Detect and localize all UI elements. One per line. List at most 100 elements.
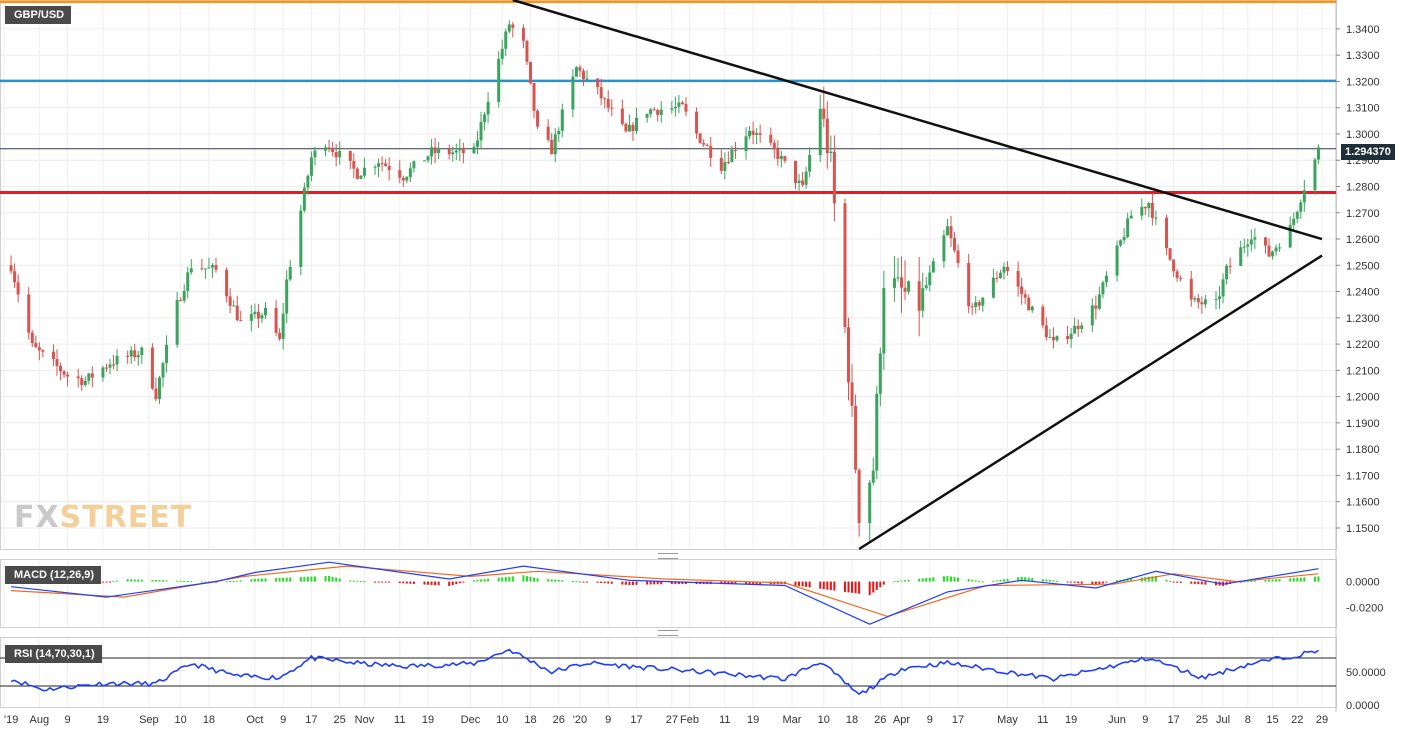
candle bbox=[981, 297, 985, 312]
macd-histogram-bar bbox=[882, 581, 885, 585]
candle-body bbox=[1030, 306, 1034, 311]
candle-body bbox=[1200, 302, 1204, 305]
x-tick-label: 29 bbox=[1316, 714, 1328, 726]
candle-body bbox=[263, 308, 267, 316]
macd-histogram-bar bbox=[306, 576, 309, 582]
candle bbox=[189, 259, 193, 275]
candle bbox=[384, 158, 388, 167]
candle-body bbox=[430, 147, 434, 157]
y-tick-label: 1.1900 bbox=[1346, 418, 1380, 430]
x-tick-label: 9 bbox=[280, 714, 286, 726]
macd-histogram-bar bbox=[176, 580, 179, 582]
candle-body bbox=[359, 175, 363, 179]
candle-body bbox=[528, 61, 532, 84]
candle-body bbox=[596, 78, 600, 88]
candle bbox=[1097, 286, 1101, 311]
candle-body bbox=[977, 302, 981, 306]
macd-histogram-bar bbox=[1317, 576, 1320, 582]
macd-histogram-bar bbox=[992, 580, 995, 582]
candle-body bbox=[680, 102, 684, 105]
macd-histogram-bar bbox=[1313, 576, 1316, 582]
candle-body bbox=[497, 58, 501, 102]
candle-body bbox=[161, 363, 165, 378]
candle bbox=[1115, 240, 1119, 282]
trendlines[interactable] bbox=[512, 0, 1323, 551]
candle bbox=[207, 257, 211, 269]
macd-histogram-bar bbox=[504, 577, 507, 582]
candle bbox=[299, 204, 303, 276]
candle-body bbox=[352, 160, 356, 169]
candle-body bbox=[1080, 325, 1084, 329]
candles[interactable] bbox=[9, 20, 1320, 542]
candle bbox=[348, 150, 352, 170]
macd-histogram-bar bbox=[282, 577, 285, 582]
candle bbox=[475, 131, 479, 155]
macd-histogram-bar bbox=[1190, 581, 1193, 584]
rsi-y-tick-label: 0.0000 bbox=[1346, 700, 1380, 712]
macd-y-tick-label: 0.0000 bbox=[1346, 577, 1380, 589]
candle bbox=[578, 64, 582, 78]
candle bbox=[553, 128, 557, 163]
macd-histogram-bar bbox=[455, 581, 458, 585]
candle bbox=[359, 174, 363, 179]
candle-body bbox=[967, 263, 971, 307]
candle-body bbox=[373, 166, 377, 168]
pane-resize-handle-macd[interactable] bbox=[658, 553, 678, 559]
macd-histogram-bar bbox=[140, 579, 143, 582]
x-tick-label: Jul bbox=[1216, 714, 1230, 726]
candle bbox=[1193, 296, 1197, 303]
candle bbox=[659, 101, 663, 123]
candle bbox=[1316, 144, 1320, 165]
macd-histogram-bar bbox=[101, 581, 104, 583]
macd-histogram-bar bbox=[356, 580, 359, 582]
candle bbox=[603, 97, 607, 109]
macd-histogram-bar bbox=[967, 579, 970, 582]
candle bbox=[557, 127, 561, 143]
candle bbox=[928, 265, 932, 292]
candle bbox=[998, 269, 1002, 279]
candle bbox=[1274, 244, 1278, 256]
candle bbox=[733, 141, 737, 159]
candle-body bbox=[458, 147, 462, 151]
candle-body bbox=[730, 150, 734, 163]
candle-body bbox=[702, 142, 706, 145]
logo-street: STREET bbox=[59, 500, 193, 535]
pane-resize-handle-rsi[interactable] bbox=[658, 630, 678, 636]
candle-body bbox=[684, 104, 688, 112]
macd-histogram-bar bbox=[109, 581, 112, 583]
candle-body bbox=[412, 161, 416, 169]
candle bbox=[680, 100, 684, 105]
candle bbox=[1246, 238, 1250, 257]
x-tick-label: 27 bbox=[666, 714, 678, 726]
candle bbox=[1119, 239, 1123, 248]
macd-histogram-bar bbox=[981, 581, 984, 583]
candle bbox=[1080, 322, 1084, 334]
candle bbox=[37, 342, 41, 361]
macd-histogram-bar bbox=[978, 580, 981, 582]
candle bbox=[956, 244, 960, 268]
macd-histogram-bar bbox=[571, 580, 574, 582]
candle bbox=[59, 362, 63, 381]
candle-body bbox=[571, 76, 575, 110]
macd-histogram-bar bbox=[1264, 579, 1267, 582]
candle bbox=[41, 349, 45, 358]
candle-body bbox=[136, 355, 140, 358]
candle-body bbox=[140, 347, 144, 356]
candle-body bbox=[324, 147, 328, 151]
macd-histogram-bar bbox=[561, 580, 564, 582]
candle bbox=[991, 268, 995, 299]
candle bbox=[705, 143, 709, 147]
candle-body bbox=[942, 235, 946, 262]
macd-histogram-bar bbox=[253, 578, 256, 582]
macd-signal-line bbox=[11, 565, 1319, 618]
macd-histogram-bar bbox=[349, 580, 352, 582]
macd-histogram-bar bbox=[957, 577, 960, 582]
candle bbox=[500, 39, 504, 65]
candle bbox=[818, 94, 822, 162]
candle bbox=[1249, 229, 1253, 252]
candle-body bbox=[200, 268, 204, 270]
candle-body bbox=[532, 83, 536, 111]
candle bbox=[401, 175, 405, 187]
